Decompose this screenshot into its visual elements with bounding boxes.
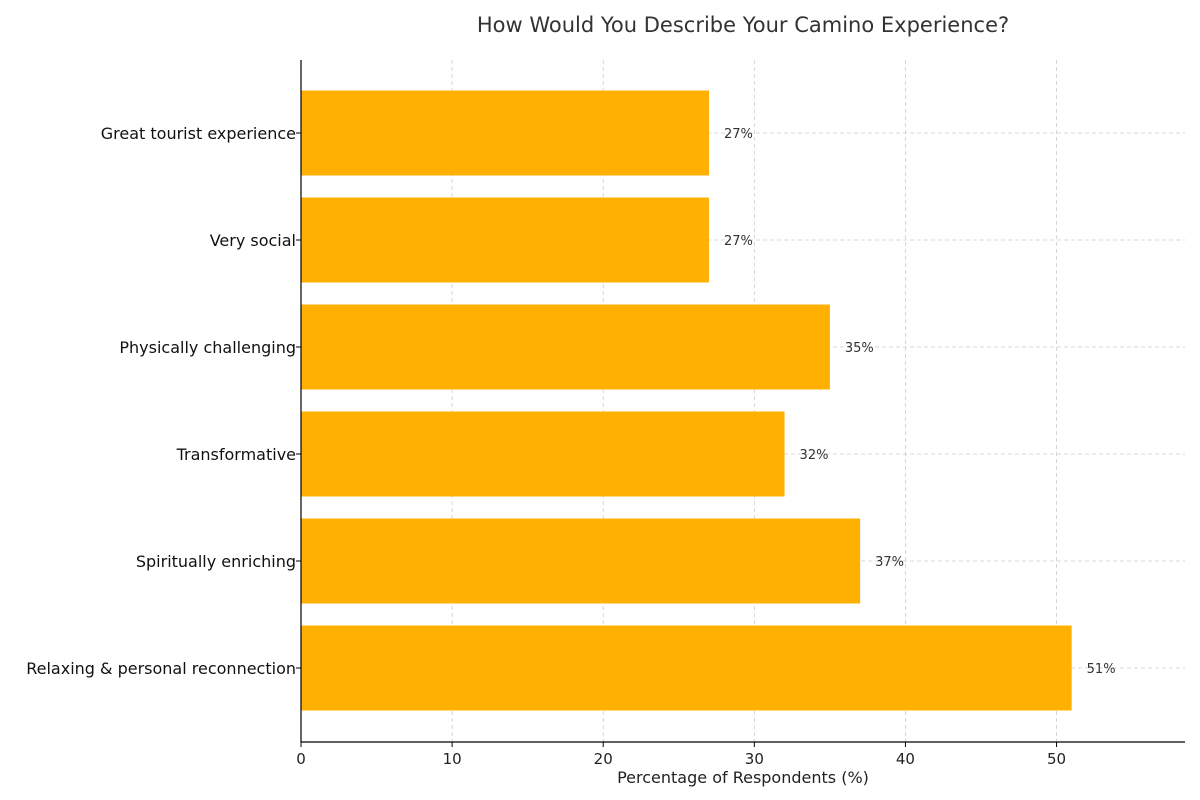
axes bbox=[300, 60, 1185, 743]
x-tick-labels: 0 10 20 30 40 50 bbox=[296, 742, 1066, 768]
bar bbox=[301, 304, 830, 390]
value-label: 37% bbox=[875, 555, 904, 570]
x-tick-label: 20 bbox=[594, 750, 613, 768]
category-label: Transformative bbox=[176, 445, 296, 464]
category-label: Relaxing & personal reconnection bbox=[26, 659, 296, 678]
value-label: 35% bbox=[845, 341, 874, 356]
x-tick-label: 30 bbox=[745, 750, 764, 768]
category-label: Very social bbox=[210, 231, 296, 250]
x-axis-label: Percentage of Respondents (%) bbox=[617, 768, 869, 787]
x-tick-label: 50 bbox=[1047, 750, 1066, 768]
bar bbox=[301, 411, 785, 497]
bar bbox=[301, 90, 709, 176]
value-labels: 51% 37% 32% 35% 27% 27% bbox=[724, 127, 1116, 677]
value-label: 32% bbox=[800, 448, 829, 463]
chart-title: How Would You Describe Your Camino Exper… bbox=[477, 13, 1009, 37]
x-tick-label: 10 bbox=[443, 750, 462, 768]
category-labels: Relaxing & personal reconnection Spiritua… bbox=[26, 124, 301, 678]
category-label: Great tourist experience bbox=[101, 124, 296, 143]
x-tick-label: 40 bbox=[896, 750, 915, 768]
value-label: 27% bbox=[724, 127, 753, 142]
category-label: Physically challenging bbox=[119, 338, 296, 357]
bar bbox=[301, 197, 709, 283]
value-label: 27% bbox=[724, 234, 753, 249]
value-label: 51% bbox=[1087, 662, 1116, 677]
bar bbox=[301, 625, 1072, 711]
bars bbox=[301, 90, 1072, 711]
x-tick-label: 0 bbox=[296, 750, 306, 768]
category-label: Spiritually enriching bbox=[136, 552, 296, 571]
bar bbox=[301, 518, 861, 604]
